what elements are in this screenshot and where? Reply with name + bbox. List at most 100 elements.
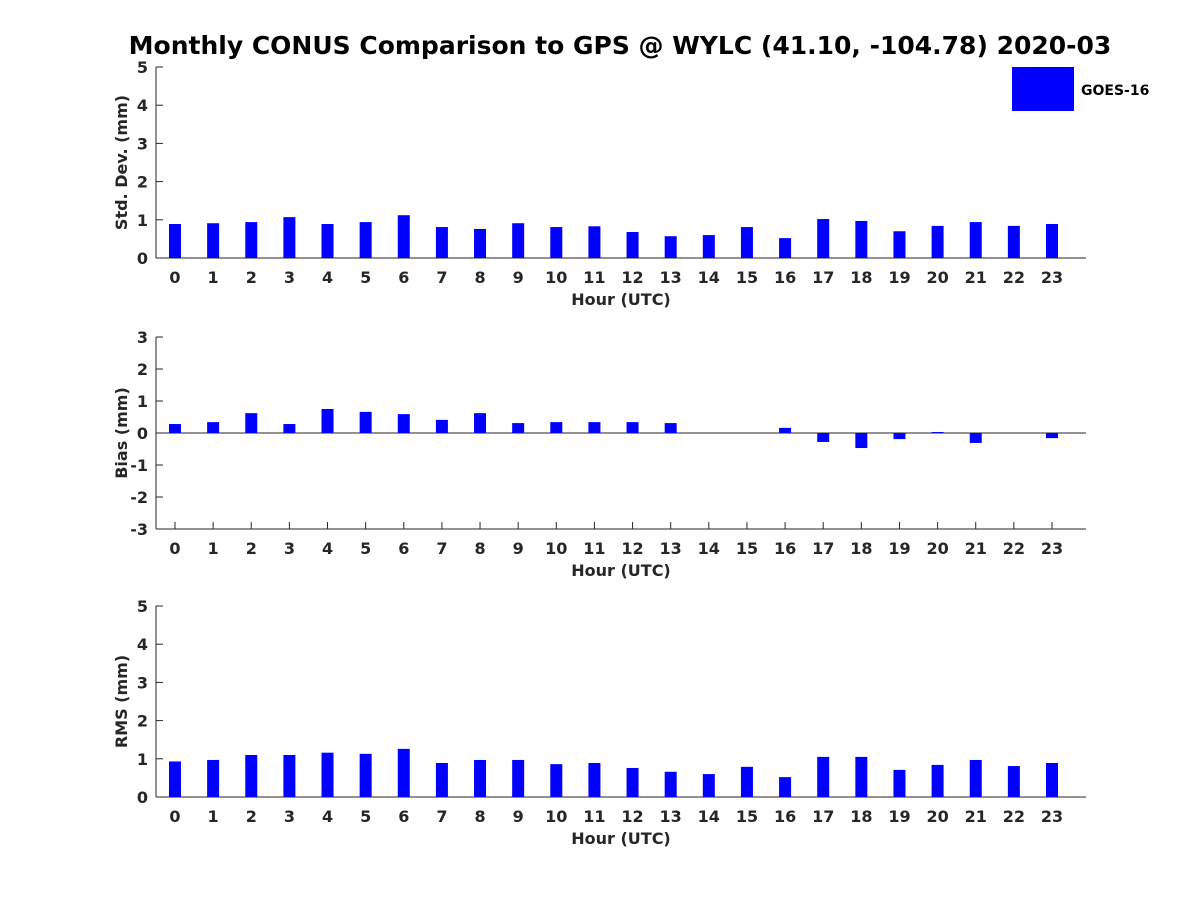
x-tick-label: 0 [169,268,180,287]
bar [321,409,334,433]
x-tick-label: 19 [888,539,910,558]
bar [931,225,944,258]
x-tick-label: 8 [474,539,485,558]
x-tick-label: 20 [926,268,948,287]
x-tick-label: 1 [208,807,219,826]
y-tick-label: 4 [137,96,148,115]
bar [169,761,181,797]
x-tick-label: 19 [888,268,910,287]
x-tick-label: 6 [398,807,409,826]
x-tick-label: 10 [545,539,567,558]
x-tick-label: 1 [208,268,219,287]
x-tick-label: 2 [246,807,257,826]
bar [512,759,525,797]
x-tick-label: 12 [621,539,643,558]
x-tick-label: 17 [812,807,834,826]
bar [245,413,258,433]
x-tick-label: 13 [660,539,682,558]
x-tick-label: 15 [736,268,758,287]
bar [359,411,372,433]
bar [779,427,792,433]
legend: GOES-16 [1012,67,1149,111]
x-tick-label: 23 [1041,539,1063,558]
bar [169,224,181,258]
y-axis-label: Std. Dev. (mm) [112,95,131,230]
x-tick-label: 23 [1041,807,1063,826]
bar [474,228,487,258]
bar [817,756,830,797]
bar [702,774,715,797]
x-tick-label: 0 [169,539,180,558]
x-tick-label: 18 [850,268,872,287]
y-tick-label: 2 [137,360,148,379]
y-tick-label: 3 [137,673,148,692]
x-tick-label: 9 [513,268,524,287]
x-tick-label: 17 [812,268,834,287]
x-tick-label: 12 [621,807,643,826]
bar [397,215,410,258]
x-tick-label: 21 [965,807,987,826]
bar [359,222,372,258]
x-tick-label: 4 [322,539,333,558]
y-tick-label: 0 [137,424,148,443]
bar [664,236,677,258]
x-tick-label: 5 [360,268,371,287]
x-axis-label: Hour (UTC) [571,829,671,848]
bar [283,754,296,797]
bar [588,226,601,258]
bar [1045,433,1058,439]
bar [664,423,677,433]
x-tick-label: 10 [545,807,567,826]
x-tick-label: 2 [246,539,257,558]
x-tick-label: 4 [322,807,333,826]
bar [626,422,639,433]
bar [435,227,448,258]
y-tick-label: 2 [137,712,148,731]
x-tick-label: 3 [284,539,295,558]
bar [550,227,563,258]
x-tick-label: 8 [474,268,485,287]
bar [321,752,334,797]
x-tick-label: 14 [698,539,720,558]
bar [1045,224,1058,258]
x-tick-label: 19 [888,807,910,826]
bar [893,433,906,440]
bar [474,759,487,797]
x-tick-label: 6 [398,539,409,558]
y-axis-label: RMS (mm) [112,655,131,748]
x-tick-label: 21 [965,539,987,558]
x-tick-label: 18 [850,807,872,826]
bar [855,220,868,258]
y-tick-label: 4 [137,635,148,654]
legend-swatch [1012,67,1074,111]
x-tick-label: 22 [1003,268,1025,287]
x-tick-label: 6 [398,268,409,287]
x-tick-label: 9 [513,539,524,558]
x-tick-label: 17 [812,539,834,558]
x-axis-label: Hour (UTC) [571,290,671,309]
x-tick-label: 0 [169,807,180,826]
bar [435,419,448,433]
bar [702,235,715,258]
x-tick-label: 8 [474,807,485,826]
x-axis-label: Hour (UTC) [571,561,671,580]
x-tick-label: 23 [1041,268,1063,287]
bar [740,766,753,797]
x-tick-label: 4 [322,268,333,287]
bar [893,769,906,797]
bar [512,223,525,258]
bar [207,759,220,797]
x-tick-label: 16 [774,268,796,287]
x-tick-label: 16 [774,807,796,826]
x-tick-label: 21 [965,268,987,287]
y-tick-label: -1 [130,456,148,475]
x-tick-label: 7 [436,807,447,826]
x-tick-label: 16 [774,539,796,558]
bar [855,433,868,449]
